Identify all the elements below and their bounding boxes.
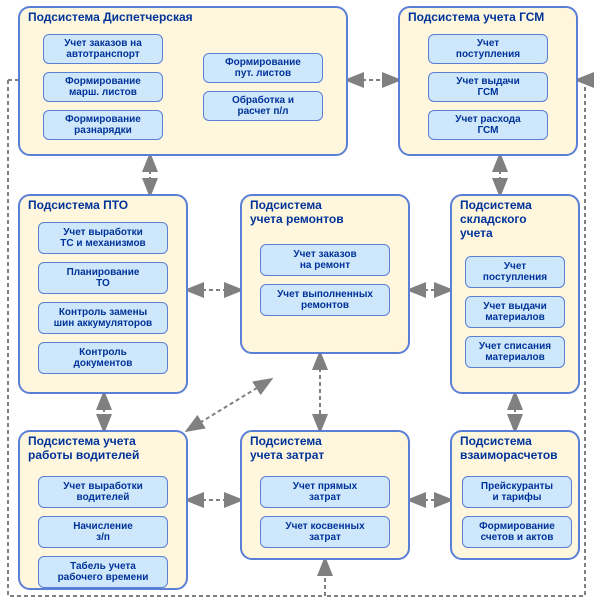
subsystem-title: Подсистема Диспетчерская: [28, 10, 193, 24]
module-chip: Учет заказов на автотранспорт: [43, 34, 163, 64]
module-chip: Учет расхода ГСМ: [428, 110, 548, 140]
subsystem-title: Подсистема учета ГСМ: [408, 10, 544, 24]
subsystem-title: Подсистема ПТО: [28, 198, 128, 212]
module-chip: Учет выполненных ремонтов: [260, 284, 390, 316]
subsystem-drivers: Подсистема учета работы водителей Учет вы…: [18, 430, 188, 590]
module-chip: Обработка и расчет п/л: [203, 91, 323, 121]
subsystem-settlements: Подсистема взаиморасчетов Прейскуранты и …: [450, 430, 580, 560]
subsystem-pto: Подсистема ПТО Учет выработки ТС и механи…: [18, 194, 188, 394]
module-chip: Учет выдачи ГСМ: [428, 72, 548, 102]
module-chip: Контроль документов: [38, 342, 168, 374]
subsystem-title: Подсистема учета работы водителей: [28, 434, 139, 462]
module-chip: Начисление з/п: [38, 516, 168, 548]
module-chip: Формирование счетов и актов: [462, 516, 572, 548]
subsystem-dispatch: Подсистема Диспетчерская Учет заказов на …: [18, 6, 348, 156]
subsystem-title: Подсистема складского учета: [460, 198, 532, 240]
module-chip: Учет выработки ТС и механизмов: [38, 222, 168, 254]
module-chip: Учет выработки водителей: [38, 476, 168, 508]
subsystem-gsm: Подсистема учета ГСМ Учет поступления Учет…: [398, 6, 578, 156]
module-chip: Учет поступления: [465, 256, 565, 288]
subsystem-title: Подсистема учета затрат: [250, 434, 324, 462]
subsystem-warehouse: Подсистема складского учета Учет поступле…: [450, 194, 580, 394]
module-chip: Формирование марш. листов: [43, 72, 163, 102]
module-chip: Контроль замены шин аккумуляторов: [38, 302, 168, 334]
module-chip: Учет поступления: [428, 34, 548, 64]
module-chip: Формирование пут. листов: [203, 53, 323, 83]
subsystem-repairs: Подсистема учета ремонтов Учет заказов на…: [240, 194, 410, 354]
subsystem-title: Подсистема учета ремонтов: [250, 198, 344, 226]
module-chip: Учет списания материалов: [465, 336, 565, 368]
module-chip: Планирование ТО: [38, 262, 168, 294]
module-chip: Прейскуранты и тарифы: [462, 476, 572, 508]
module-chip: Учет выдачи материалов: [465, 296, 565, 328]
module-chip: Учет прямых затрат: [260, 476, 390, 508]
module-chip: Учет заказов на ремонт: [260, 244, 390, 276]
system-diagram: Подсистема Диспетчерская Учет заказов на …: [0, 0, 594, 603]
module-chip: Формирование разнарядки: [43, 110, 163, 140]
subsystem-costs: Подсистема учета затрат Учет прямых затра…: [240, 430, 410, 560]
module-chip: Учет косвенных затрат: [260, 516, 390, 548]
subsystem-title: Подсистема взаиморасчетов: [460, 434, 558, 462]
module-chip: Табель учета рабочего времени: [38, 556, 168, 588]
